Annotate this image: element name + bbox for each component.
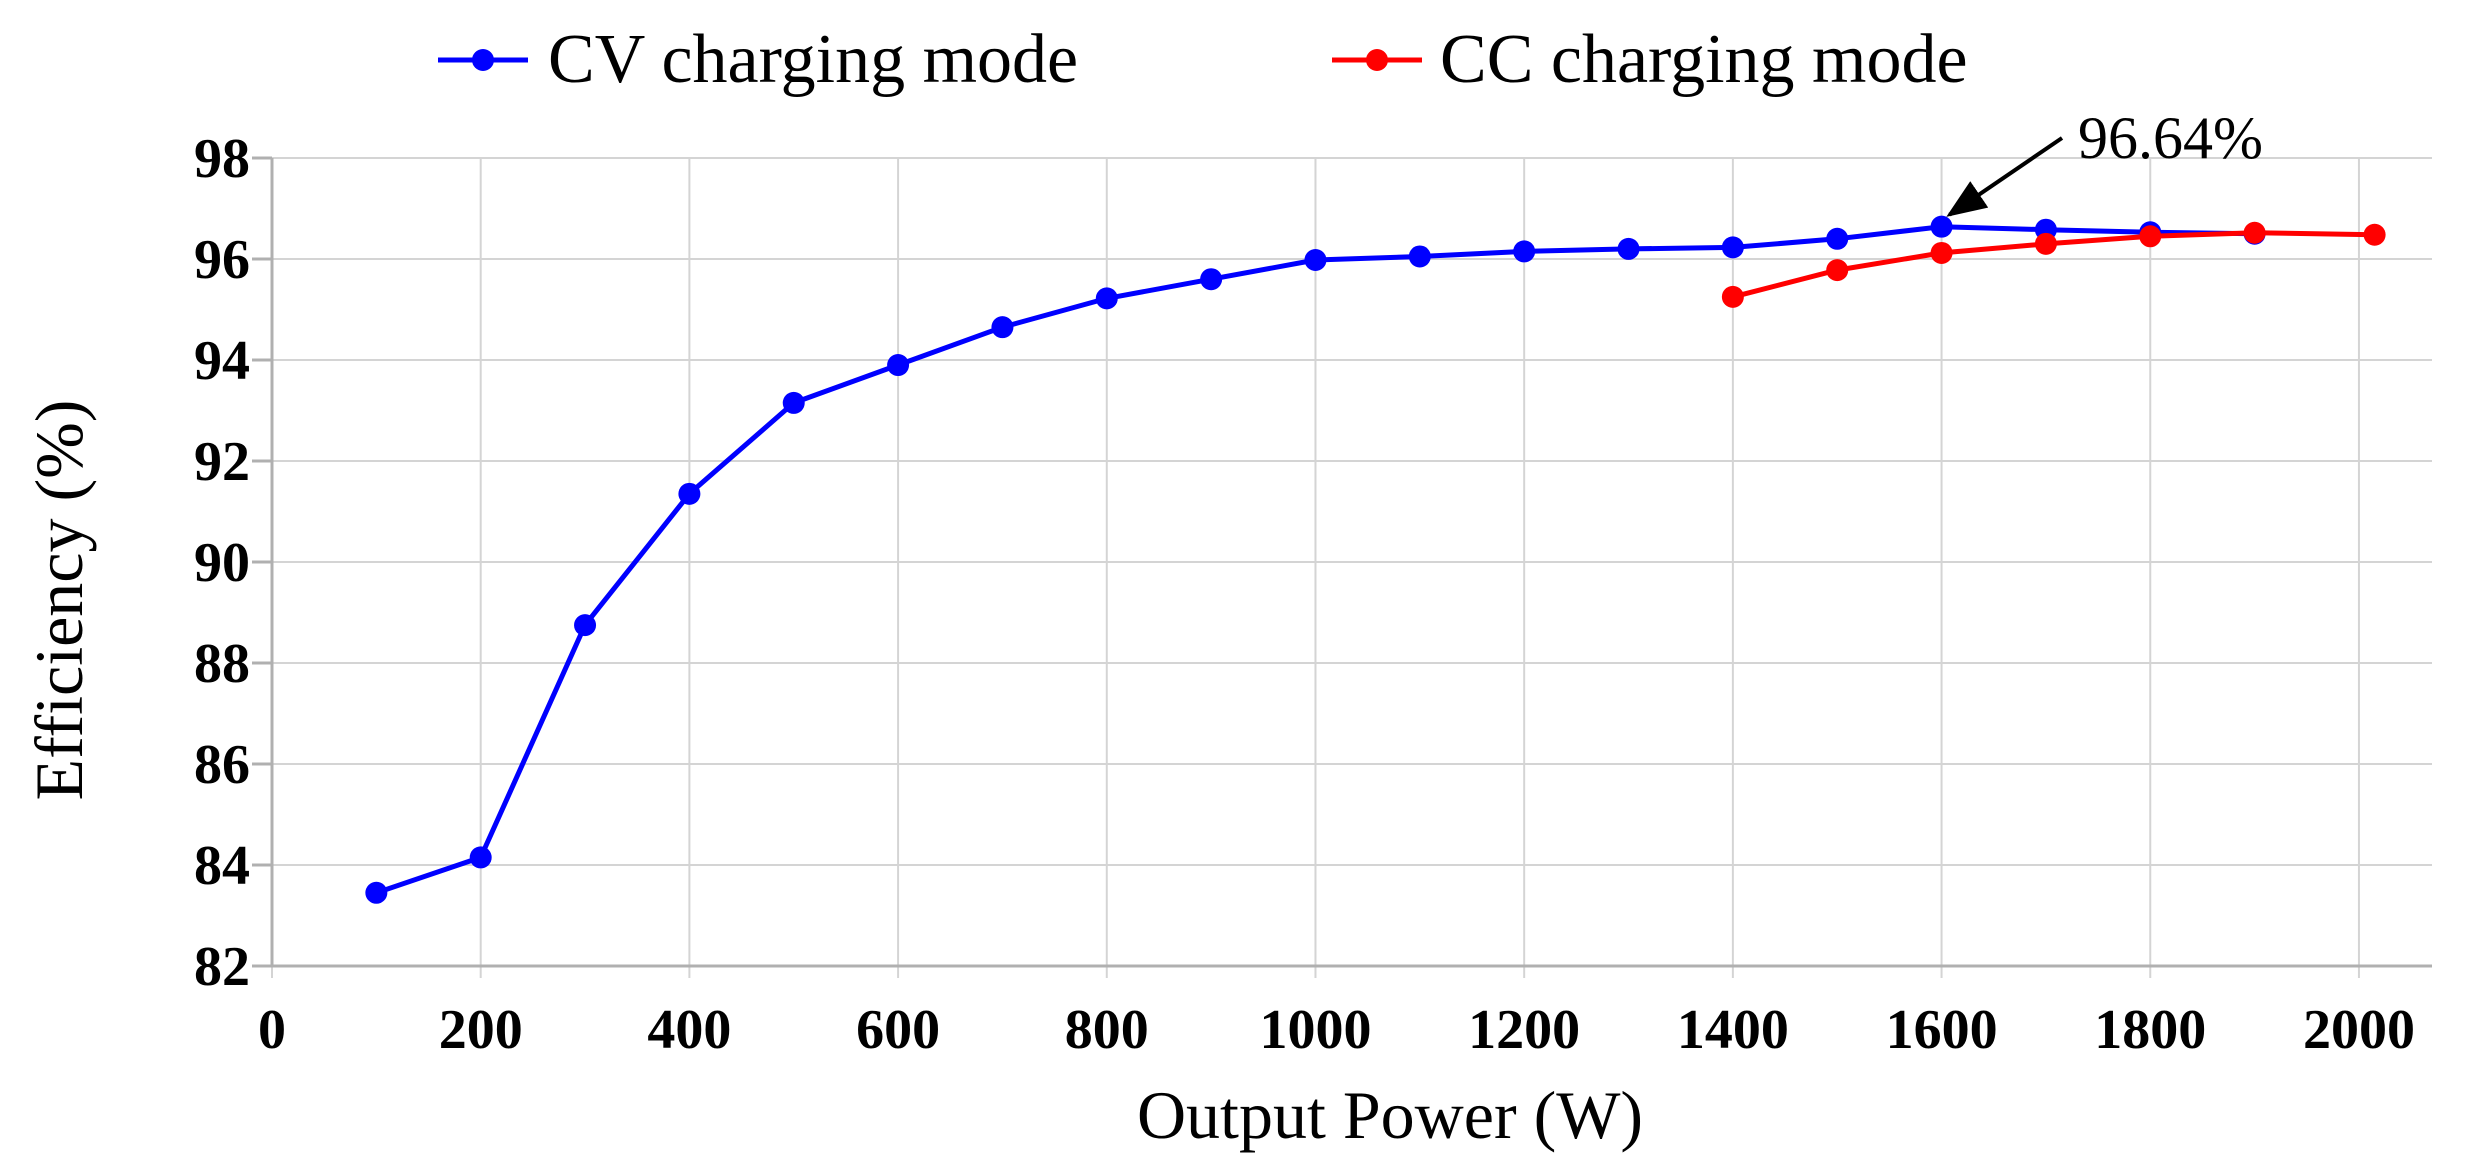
legend-marker-2 <box>1366 49 1388 71</box>
data-series <box>365 215 2386 904</box>
x-tick-label: 600 <box>856 999 940 1061</box>
x-tick-label: 1800 <box>2094 999 2206 1061</box>
x-axis-title: Output Power (W) <box>1137 1077 1643 1153</box>
x-tick-label: 1000 <box>1259 999 1371 1061</box>
legend-marker-1 <box>472 49 494 71</box>
y-axis-title: Efficiency (%) <box>21 400 97 801</box>
series-1-point <box>1513 240 1536 263</box>
x-tick-label: 400 <box>647 999 731 1061</box>
legend: CV charging mode CC charging mode <box>438 21 1968 98</box>
legend-label-1: CV charging mode <box>548 21 1078 98</box>
series-1-point <box>469 846 492 869</box>
axes <box>252 156 2432 968</box>
series-2-point <box>2139 225 2162 248</box>
series-2-point <box>2363 223 2386 246</box>
gridlines <box>271 157 2432 978</box>
x-tick-label: 1400 <box>1677 999 1789 1061</box>
x-tick-label: 200 <box>439 999 523 1061</box>
series-2-point <box>1826 259 1849 282</box>
series-1-point <box>1930 215 1953 238</box>
legend-label-2: CC charging mode <box>1440 21 1968 98</box>
series-2-point <box>2034 232 2057 255</box>
series-1-point <box>991 316 1014 339</box>
series-1-point <box>574 614 597 637</box>
y-tick-label: 88 <box>194 633 250 695</box>
x-tick-label: 1200 <box>1468 999 1580 1061</box>
y-tick-label: 82 <box>194 936 250 998</box>
series-1-point <box>365 881 388 904</box>
series-1-point <box>1200 268 1223 291</box>
y-tick-label: 86 <box>194 734 250 796</box>
series-1-point <box>1408 245 1431 268</box>
x-tick-label: 2000 <box>2303 999 2415 1061</box>
series-1-point <box>678 482 701 505</box>
series-2-point <box>1721 285 1744 308</box>
series-2-point <box>1930 241 1953 264</box>
annotation-label: 96.64% <box>2078 105 2263 171</box>
tick-labels: 82 84 86 88 90 92 94 96 98 0 200 400 600 800 1000 1200 1… <box>194 128 2415 1061</box>
y-tick-label: 92 <box>194 431 250 493</box>
x-tick-label: 800 <box>1065 999 1149 1061</box>
series-1-point <box>1826 227 1849 250</box>
series-1-point <box>887 354 910 377</box>
series-1-point <box>782 391 805 414</box>
series-1-point <box>1304 249 1327 272</box>
y-tick-label: 98 <box>194 128 250 190</box>
y-tick-label: 84 <box>194 835 250 897</box>
series-1-point <box>1721 236 1744 259</box>
series-2-point <box>2243 221 2266 244</box>
y-tick-label: 90 <box>194 532 250 594</box>
series-1-point <box>1617 237 1640 260</box>
x-tick-label: 0 <box>258 999 286 1061</box>
annotation-arrow <box>1946 136 2064 217</box>
x-tick-label: 1600 <box>1886 999 1998 1061</box>
y-tick-label: 94 <box>194 330 250 392</box>
y-tick-label: 96 <box>194 229 250 291</box>
series-1-point <box>1095 287 1118 310</box>
annotations: 96.64% <box>1946 105 2263 217</box>
